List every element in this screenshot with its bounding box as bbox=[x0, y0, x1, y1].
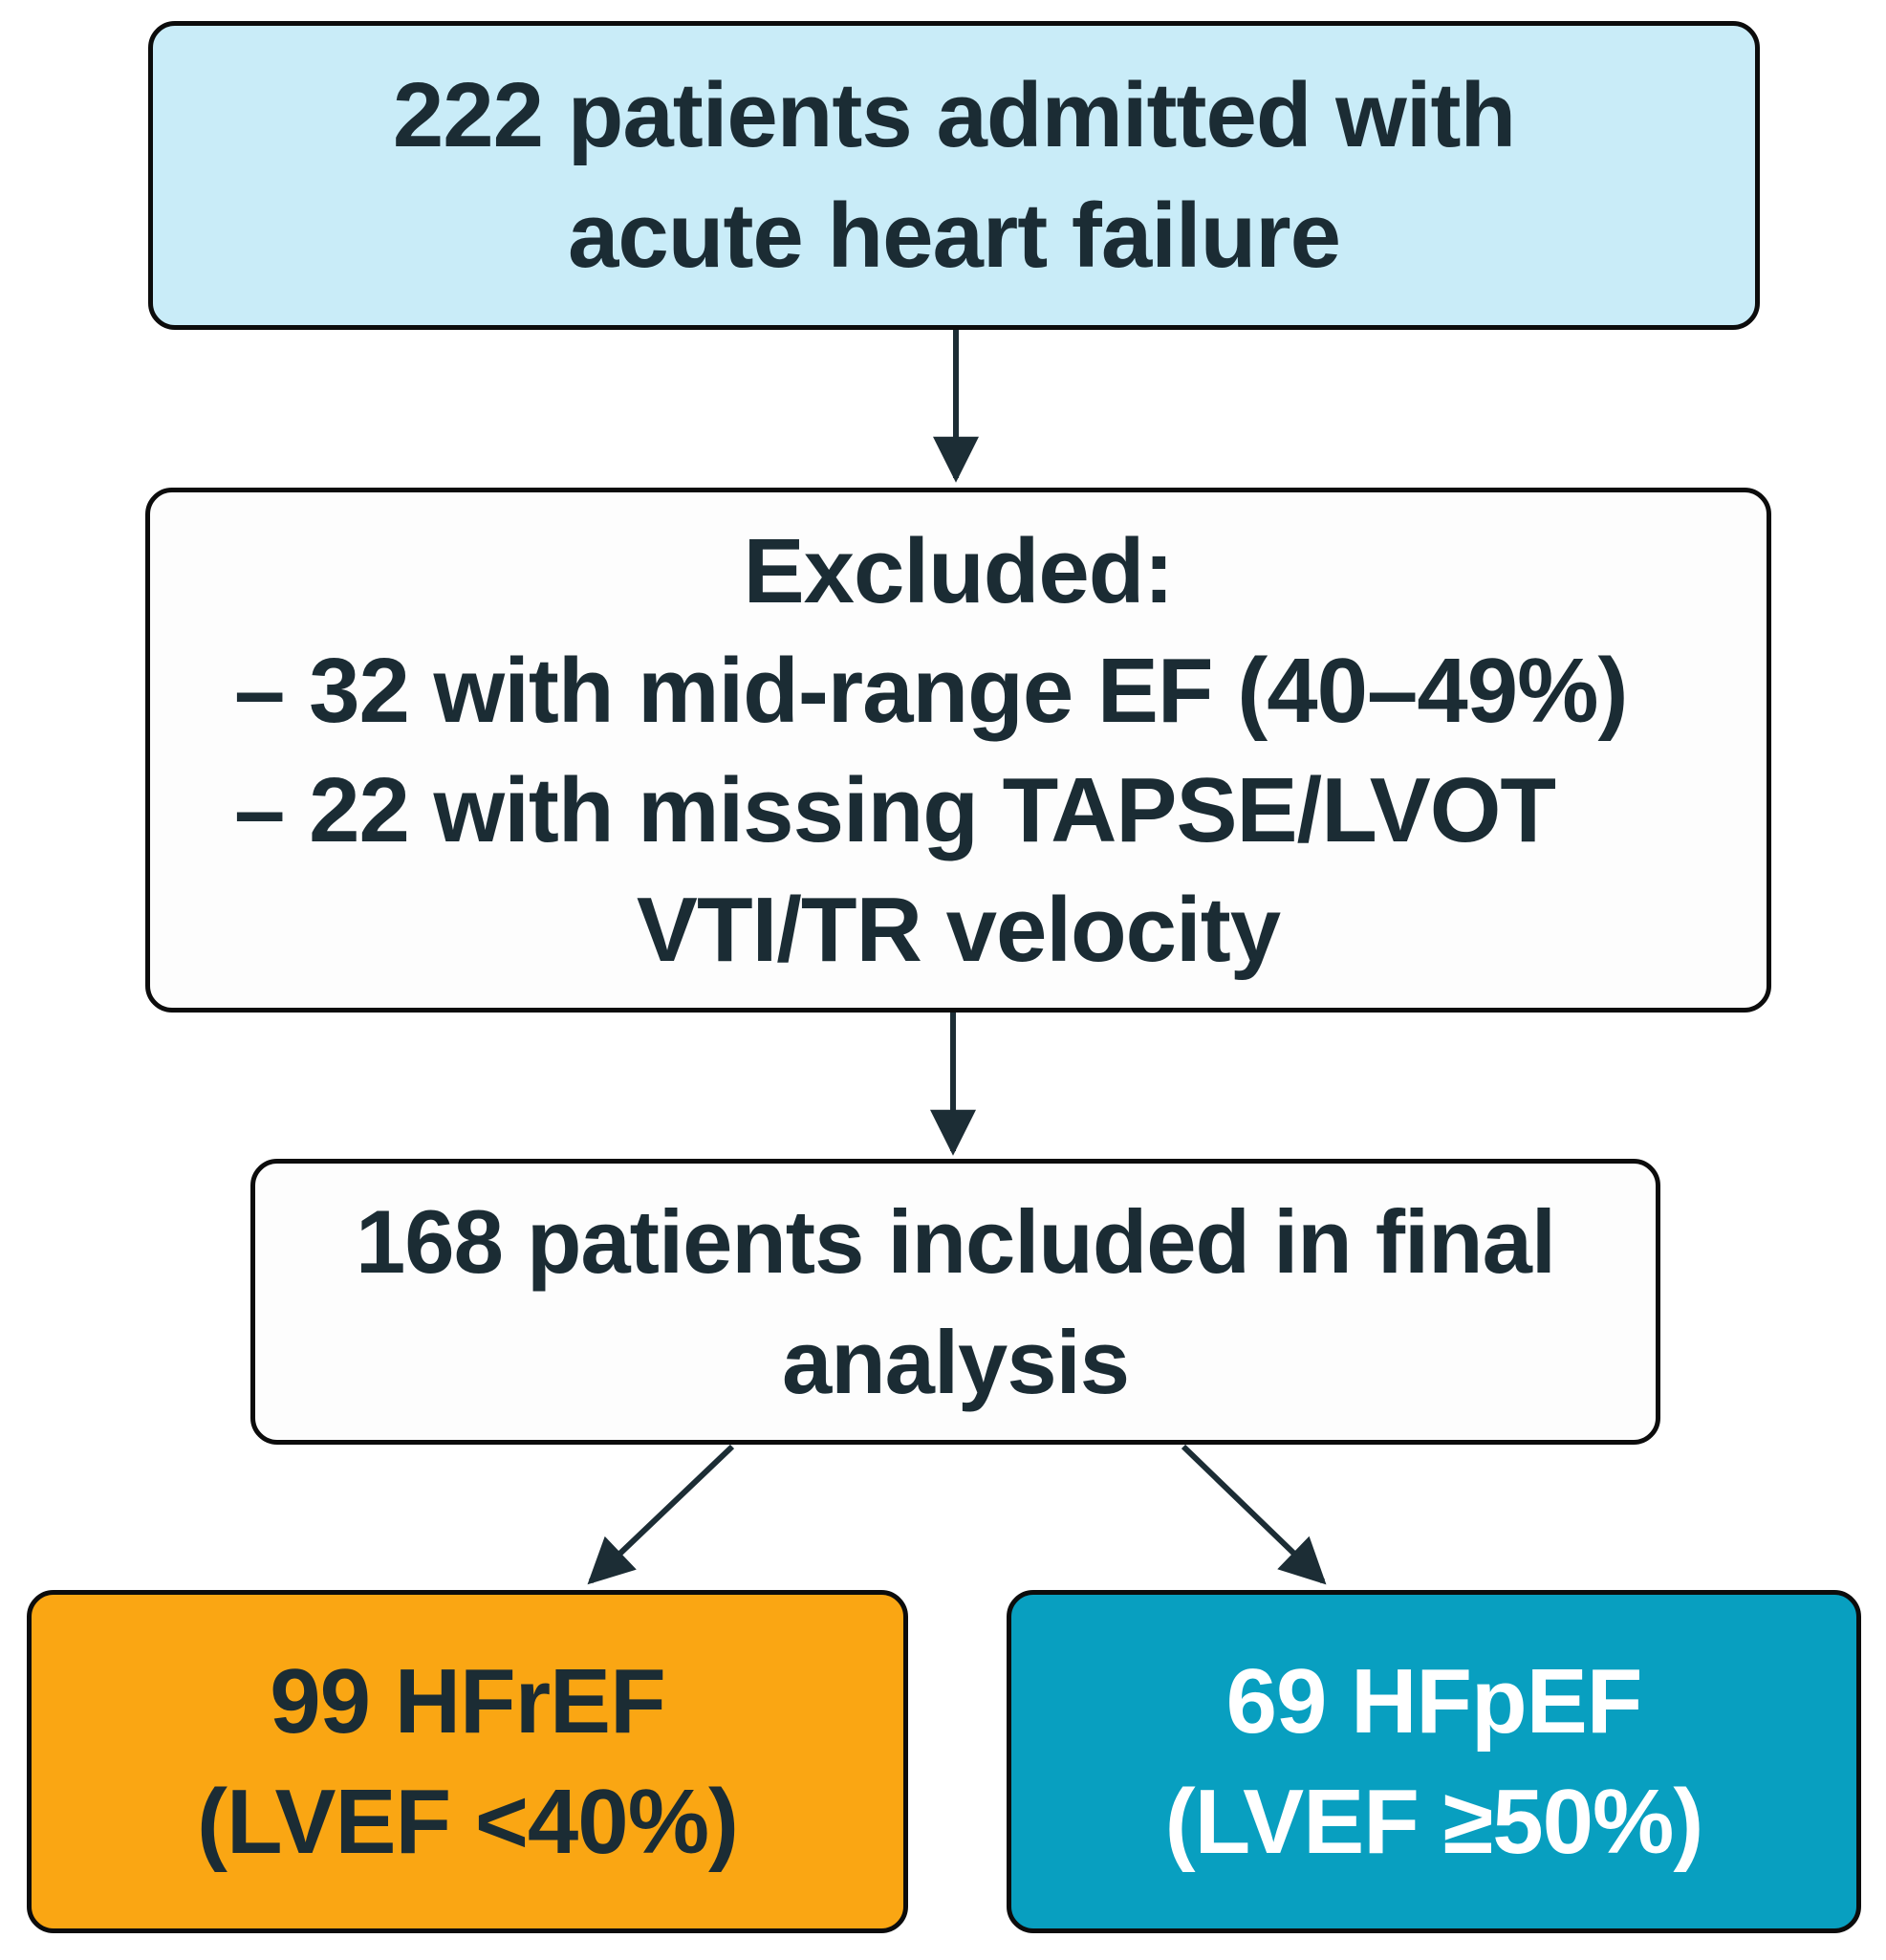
included-box: 168 patients included in final analysis bbox=[250, 1159, 1660, 1445]
hfpef-line-1: 69 HFpEF bbox=[1225, 1649, 1643, 1753]
excluded-item-2-continuation: VTI/TR velocity bbox=[636, 878, 1281, 981]
hfpef-box: 69 HFpEF (LVEF ≥50%) bbox=[1007, 1590, 1861, 1933]
excluded-item-1: – 32 with mid-range EF (40–49%) bbox=[234, 639, 1628, 742]
hfref-line-2: (LVEF <40%) bbox=[196, 1770, 739, 1873]
hfpef-line-2: (LVEF ≥50%) bbox=[1164, 1770, 1704, 1873]
included-line-2: analysis bbox=[781, 1311, 1130, 1412]
admitted-box: 222 patients admitted with acute heart f… bbox=[148, 21, 1760, 330]
hfref-line-1: 99 HFrEF bbox=[270, 1649, 665, 1753]
included-line-1: 168 patients included in final bbox=[356, 1190, 1556, 1292]
arrow-included-to-hfref bbox=[587, 1444, 735, 1585]
hfref-box: 99 HFrEF (LVEF <40%) bbox=[27, 1590, 908, 1933]
admitted-line-1: 222 patients admitted with bbox=[392, 63, 1516, 166]
excluded-heading: Excluded: bbox=[743, 519, 1175, 622]
excluded-item-2: – 22 with missing TAPSE/LVOT bbox=[234, 758, 1556, 861]
admitted-line-2: acute heart failure bbox=[568, 184, 1341, 287]
excluded-box: Excluded: – 32 with mid-range EF (40–49%… bbox=[145, 488, 1771, 1013]
arrow-included-to-hfpef bbox=[1181, 1444, 1327, 1585]
